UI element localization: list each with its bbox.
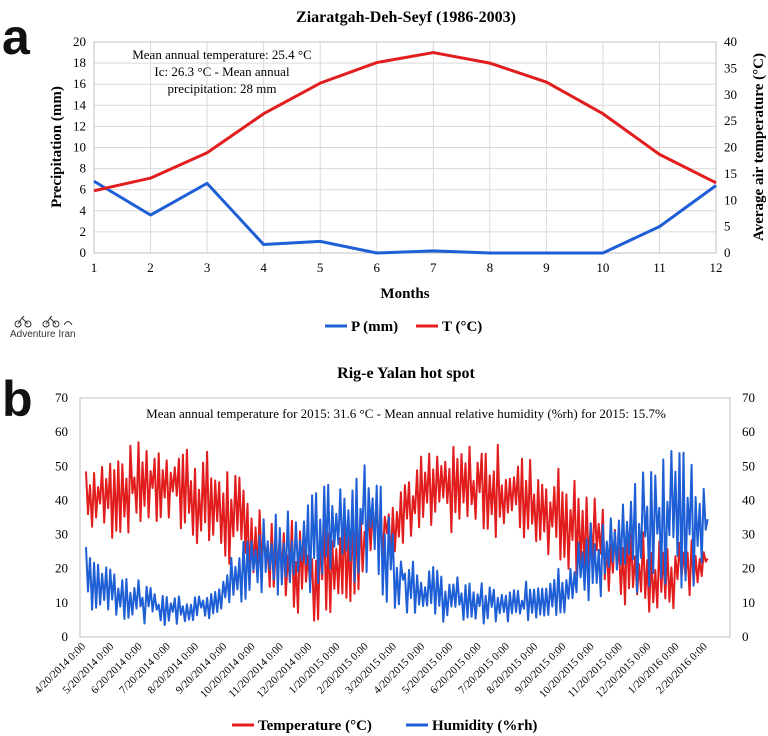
y-tick-label-left: 2: [80, 224, 87, 239]
y-tick-label-right: 5: [724, 219, 731, 234]
chart-b-series: [85, 441, 709, 626]
y-tick-label-right: 50: [742, 458, 755, 473]
y-tick-label-left: 20: [55, 561, 68, 576]
y-tick-label-right: 15: [724, 166, 737, 181]
legend-label-temperature-b: Temperature (°C): [258, 718, 372, 734]
y-tick-label-right: 20: [742, 561, 755, 576]
chart-b-plot-frame: [79, 397, 731, 638]
x-tick-label: 12: [710, 260, 723, 275]
chart-a-series: [93, 51, 717, 255]
y-tick-label-left: 18: [73, 55, 86, 70]
y-tick-label-left: 0: [80, 245, 87, 260]
x-tick-label: 1: [91, 260, 98, 275]
chart-a-y-axis-label-right: Average air temperature (°C): [751, 53, 767, 241]
temperature-line: [93, 51, 717, 193]
x-tick-label: 3: [204, 260, 211, 275]
y-tick-label-left: 70: [55, 390, 68, 405]
y-tick-label-left: 0: [62, 629, 69, 644]
y-tick-label-right: 10: [742, 595, 755, 610]
y-tick-label-right: 0: [742, 629, 749, 644]
y-tick-label-left: 10: [55, 595, 68, 610]
y-tick-label-right: 40: [724, 34, 737, 49]
y-tick-label-right: 10: [724, 192, 737, 207]
chart-a: Ziaratgah-Deh-Seyf (1986-2003) 024681012…: [49, 9, 767, 335]
y-tick-label-right: 40: [742, 492, 755, 507]
cyclists-icon: [14, 315, 73, 328]
x-tick-label: 8: [487, 260, 494, 275]
y-tick-label-right: 20: [724, 140, 737, 155]
x-tick-label: 4: [260, 260, 267, 275]
y-tick-label-right: 25: [724, 113, 737, 128]
logo-text: Adventure Iran: [10, 329, 76, 340]
y-tick-label-left: 14: [73, 97, 87, 112]
y-tick-label-right: 35: [724, 60, 737, 75]
x-tick-label: 2/20/2016 0:00: [654, 640, 710, 696]
panel-label-b: b: [2, 371, 33, 427]
x-tick-label: 5: [317, 260, 324, 275]
x-tick-label: 7: [430, 260, 437, 275]
legend-label-precipitation: P (mm): [351, 319, 398, 335]
y-tick-label-right: 30: [724, 87, 737, 102]
y-tick-label-left: 60: [55, 424, 68, 439]
annotation-line-2: Ic: 26.3 °C - Mean annual: [154, 64, 290, 79]
x-tick-label: 11: [653, 260, 666, 275]
legend-label-humidity: Humidity (%rh): [432, 718, 537, 734]
y-tick-label-left: 40: [55, 492, 68, 507]
chart-a-title: Ziaratgah-Deh-Seyf (1986-2003): [296, 9, 516, 26]
humidity-daily-line: [85, 450, 709, 626]
precipitation-line: [93, 179, 717, 255]
y-tick-label-left: 30: [55, 527, 68, 542]
y-tick-label-right: 30: [742, 527, 755, 542]
y-tick-label-right: 0: [724, 245, 731, 260]
x-tick-label: 9: [543, 260, 550, 275]
chart-a-x-axis-label: Months: [380, 286, 429, 302]
annotation-line-1: Mean annual temperature: 25.4 °C: [132, 47, 312, 62]
x-tick-label: 6: [373, 260, 380, 275]
y-tick-label-left: 50: [55, 458, 68, 473]
y-tick-label-left: 6: [80, 182, 87, 197]
x-tick-label: 10: [596, 260, 609, 275]
y-tick-label-left: 8: [80, 161, 87, 176]
y-tick-label-left: 10: [73, 140, 86, 155]
adventure-iran-logo: Adventure Iran: [6, 312, 86, 346]
annotation-line-3: precipitation: 28 mm: [167, 81, 276, 96]
chart-a-y-axis-label-left: Precipitation (mm): [49, 86, 65, 208]
y-tick-label-left: 16: [73, 76, 87, 91]
y-tick-label-left: 12: [73, 118, 86, 133]
y-tick-label-right: 70: [742, 390, 755, 405]
chart-b-title: Rig-e Yalan hot spot: [337, 365, 475, 382]
x-tick-label: 2: [147, 260, 154, 275]
chart-b: Rig-e Yalan hot spot 0 0 10 10 20 20 30 30 40 40 5…: [32, 365, 755, 734]
panel-label-a: a: [2, 9, 30, 65]
chart-a-legend: P (mm) T (°C): [325, 319, 482, 335]
chart-a-annotation: Mean annual temperature: 25.4 °C Ic: 26.…: [132, 47, 312, 96]
y-tick-label-left: 4: [80, 203, 87, 218]
y-tick-label-left: 20: [73, 34, 86, 49]
chart-b-annotation: Mean annual temperature for 2015: 31.6 °…: [146, 406, 666, 421]
chart-b-legend: Temperature (°C) Humidity (%rh): [232, 718, 537, 734]
legend-label-temperature: T (°C): [442, 319, 482, 335]
y-tick-label-right: 60: [742, 424, 755, 439]
